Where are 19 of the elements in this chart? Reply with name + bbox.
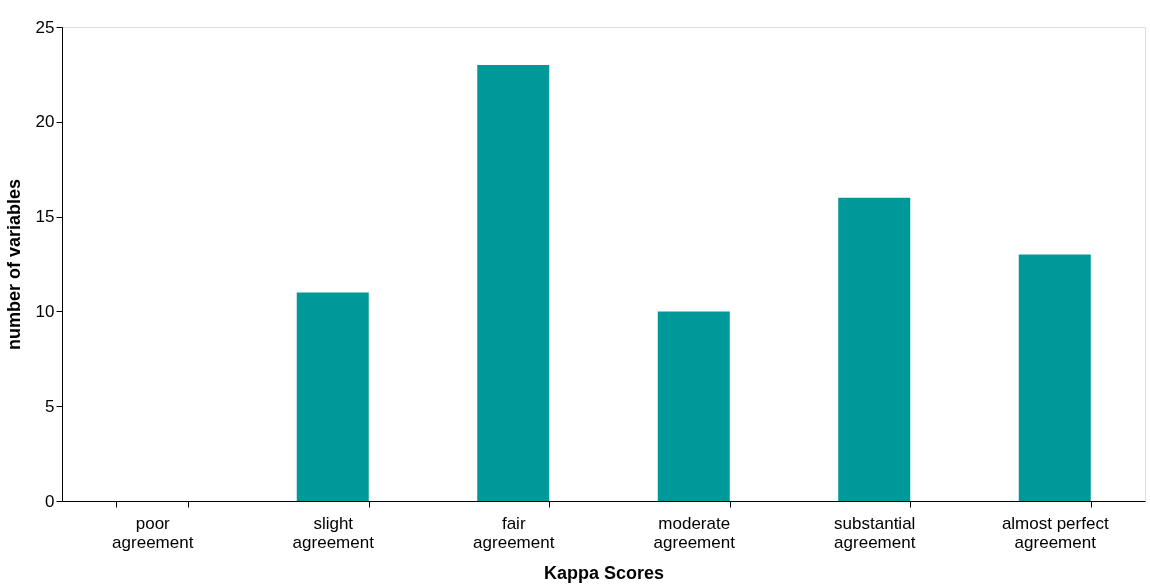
- y-tick-label: 20: [35, 112, 55, 132]
- bar: [657, 311, 730, 501]
- x-axis-title: Kappa Scores: [543, 562, 665, 583]
- y-tick-label: 0: [45, 491, 55, 511]
- y-tick-label: 25: [35, 17, 55, 37]
- x-tick-label: moderate agreement: [653, 513, 736, 552]
- bar: [477, 64, 550, 501]
- y-tick-label: 15: [35, 207, 55, 227]
- bar: [296, 292, 369, 501]
- x-tick-label: poor agreement: [112, 513, 194, 552]
- y-tick-label: 5: [45, 396, 55, 416]
- x-tick-label: fair agreement: [473, 513, 555, 552]
- x-tick-label: almost perfect agreement: [1001, 513, 1109, 552]
- y-axis-title: number of variables: [3, 178, 24, 351]
- bar: [1018, 254, 1091, 501]
- y-tick-label: 10: [35, 301, 55, 321]
- bar: [838, 197, 911, 501]
- x-tick-label: slight agreement: [292, 513, 375, 552]
- x-tick-label: substantial agreement: [834, 513, 916, 552]
